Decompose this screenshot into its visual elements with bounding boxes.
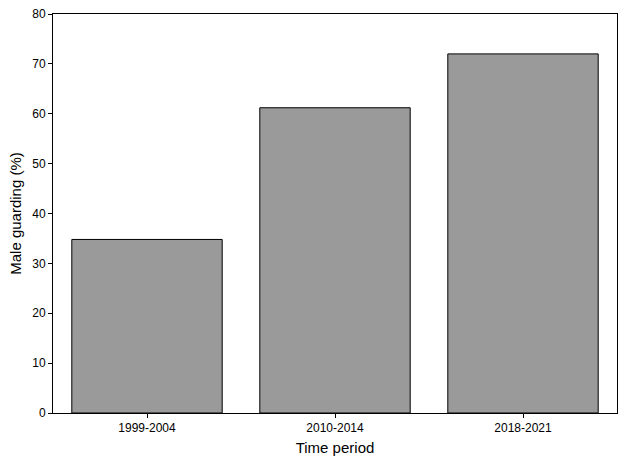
svg-text:20: 20 [32, 306, 46, 320]
svg-text:Time period: Time period [296, 439, 375, 456]
svg-text:2010-2014: 2010-2014 [306, 421, 364, 435]
svg-text:1999-2004: 1999-2004 [118, 421, 176, 435]
svg-text:80: 80 [32, 7, 46, 21]
svg-text:50: 50 [32, 157, 46, 171]
svg-text:70: 70 [32, 57, 46, 71]
svg-text:0: 0 [39, 406, 46, 420]
svg-text:Male guarding (%): Male guarding (%) [7, 152, 24, 275]
svg-text:60: 60 [32, 107, 46, 121]
svg-text:10: 10 [32, 356, 46, 370]
svg-text:40: 40 [32, 207, 46, 221]
svg-text:30: 30 [32, 257, 46, 271]
svg-text:2018-2021: 2018-2021 [494, 421, 552, 435]
